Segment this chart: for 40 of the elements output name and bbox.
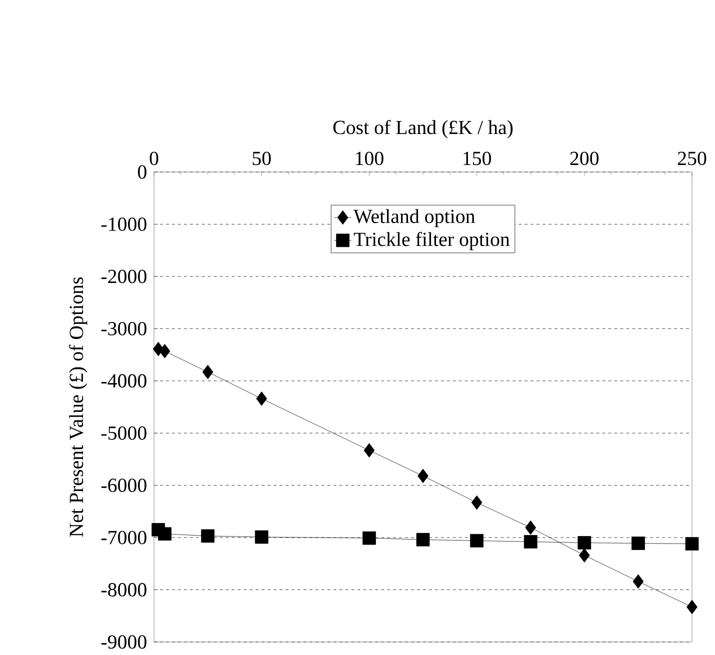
- point: [159, 344, 170, 358]
- point: [686, 600, 698, 614]
- y-tick-label: -6000: [101, 478, 146, 492]
- point: [470, 534, 484, 548]
- y-tick-label: -5000: [101, 426, 146, 440]
- y-tick-label: -7000: [101, 530, 146, 544]
- point: [201, 529, 214, 542]
- point: [364, 442, 375, 458]
- y-tick-label: -3000: [101, 322, 146, 336]
- y-axis-title: Net Present Value (£) of Options: [68, 277, 88, 537]
- x-tick-label: 50: [252, 152, 271, 165]
- y-tick-label: -4000: [101, 374, 146, 388]
- x-tick-label: 150: [464, 152, 491, 165]
- y-tick-label: -9000: [101, 635, 146, 649]
- x-tick-label: 200: [570, 152, 599, 165]
- legend-label: Wetland option: [354, 208, 475, 227]
- point: [525, 520, 536, 535]
- point: [524, 534, 538, 548]
- x-tick-label: 0: [150, 152, 158, 165]
- y-tick-label: -1000: [101, 217, 146, 231]
- point: [685, 536, 699, 550]
- point: [471, 495, 482, 510]
- point: [362, 531, 376, 545]
- legend-label: Trickle filter option: [354, 232, 510, 250]
- x-tick-label: 250: [678, 152, 706, 165]
- point: [202, 364, 214, 380]
- y-tick-label: -2000: [101, 270, 146, 283]
- x-axis-title: Cost of Land (£K / ha): [333, 120, 513, 138]
- point: [256, 391, 268, 406]
- point: [418, 468, 428, 483]
- point: [578, 536, 592, 550]
- point: [578, 548, 590, 562]
- point: [632, 536, 645, 550]
- point: [254, 530, 268, 544]
- point: [158, 527, 172, 540]
- y-tick-label: -8000: [101, 582, 146, 596]
- point: [416, 532, 430, 546]
- point: [632, 574, 644, 588]
- x-tick-label: 100: [356, 152, 384, 165]
- y-tick-label: 0: [138, 165, 146, 179]
